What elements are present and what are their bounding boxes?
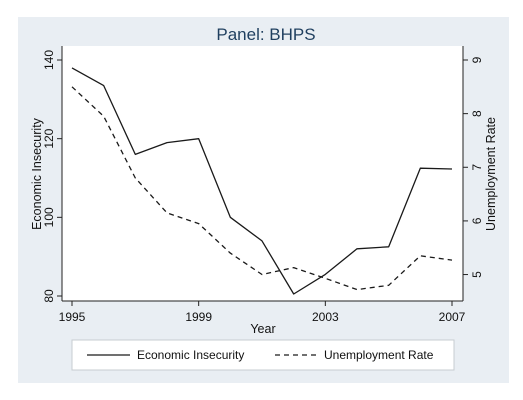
y-tick-label: 120 bbox=[42, 128, 56, 148]
plot-area bbox=[62, 46, 463, 301]
x-tick-label: 1999 bbox=[185, 310, 212, 324]
y2-tick-label: 9 bbox=[470, 56, 484, 63]
series-line-unemployment-rate bbox=[71, 86, 453, 291]
legend: Economic Insecurity Unemployment Rate bbox=[71, 339, 455, 371]
legend-label-unemployment-rate: Unemployment Rate bbox=[324, 348, 434, 362]
y2-tick-label: 8 bbox=[470, 110, 484, 117]
y-axis-label: Economic Insecurity bbox=[30, 117, 44, 230]
y2-tick-label: 5 bbox=[470, 271, 484, 278]
x-tick-label: 1995 bbox=[59, 310, 86, 324]
y2-tick-label: 6 bbox=[470, 217, 484, 224]
x-axis-label: Year bbox=[250, 322, 275, 336]
y2-tick-label: 7 bbox=[470, 164, 484, 171]
y-tick-label: 80 bbox=[42, 289, 56, 303]
x-tick-label: 2007 bbox=[439, 310, 466, 324]
x-tick-label: 2003 bbox=[312, 310, 339, 324]
series-layer bbox=[71, 67, 453, 295]
series-line-economic-insecurity bbox=[71, 67, 453, 295]
axes: 1995 1999 2003 2007 80 100 120 140 5 6 7 8 9 bbox=[42, 46, 484, 324]
legend-box bbox=[71, 339, 455, 371]
y-tick-label: 100 bbox=[42, 207, 56, 227]
y2-axis-label: Unemployment Rate bbox=[484, 117, 498, 231]
y-tick-label: 140 bbox=[42, 50, 56, 70]
legend-label-economic-insecurity: Economic Insecurity bbox=[137, 348, 244, 362]
chart-title: Panel: BHPS bbox=[216, 25, 315, 44]
